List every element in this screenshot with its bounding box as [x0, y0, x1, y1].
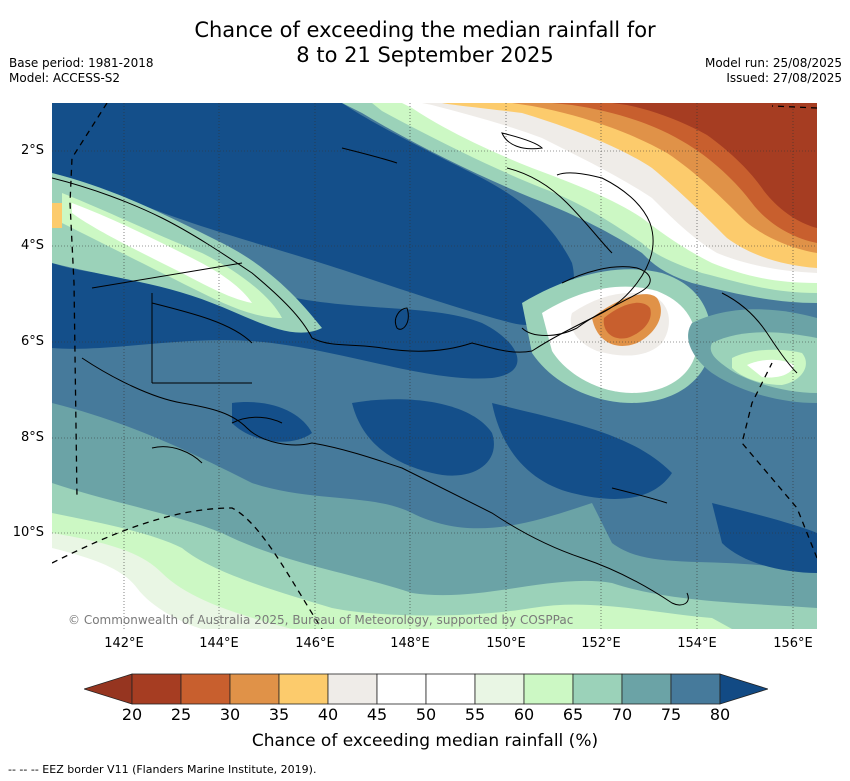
eez-east — [741, 362, 817, 559]
lon-label-146e: 146°E — [295, 636, 335, 651]
lat-label-10s: 10°S — [12, 525, 44, 540]
lon-label-150e: 150°E — [486, 636, 526, 651]
lon-label-154e: 154°E — [677, 636, 717, 651]
issued-date: Issued: 27/08/2025 — [726, 71, 842, 85]
lon-label-148e: 148°E — [390, 636, 430, 651]
colorbar-tick-60: 60 — [513, 705, 535, 724]
colorbar-under-arrow — [84, 673, 133, 705]
lon-label-144e: 144°E — [199, 636, 239, 651]
new-ireland — [506, 167, 613, 254]
meta-right: Model run: 25/08/2025 Issued: 27/08/2025 — [705, 56, 842, 86]
colorbar-cell-40-45 — [327, 673, 378, 705]
ring-red — [603, 302, 651, 339]
lon-label-142e: 142°E — [104, 636, 144, 651]
bougainville — [721, 292, 798, 374]
eez-north-east — [771, 105, 817, 109]
lat-label-8s: 8°S — [20, 430, 44, 445]
lon-label-156e: 156°E — [773, 636, 813, 651]
eez-borders — [52, 103, 817, 629]
eez-south-west — [52, 507, 323, 629]
rainfall-map — [52, 103, 817, 629]
meta-left: Base period: 1981-2018 Model: ACCESS-S2 — [9, 56, 154, 86]
colorbar — [84, 673, 768, 705]
colorbar-tick-25: 25 — [170, 705, 192, 724]
title-line-1: Chance of exceeding the median rainfall … — [194, 18, 656, 42]
colorbar-tick-40: 40 — [317, 705, 339, 724]
lat-label-4s: 4°S — [20, 238, 44, 253]
lat-label-2s: 2°S — [20, 143, 44, 158]
colorbar-tick-55: 55 — [464, 705, 486, 724]
model-run: Model run: 25/08/2025 — [704, 56, 842, 70]
colorbar-cells — [131, 673, 721, 705]
colorbar-cell-20-25 — [131, 673, 182, 705]
eez-legend: -- -- -- EEZ border V11 (Flanders Marine… — [8, 763, 317, 776]
colorbar-tick-80: 80 — [709, 705, 731, 724]
probability-field — [52, 103, 817, 629]
islands-southeast — [611, 487, 668, 504]
new-britain — [521, 266, 651, 336]
patch-dark-1 — [352, 399, 494, 476]
colorbar-cell-70-75 — [621, 673, 672, 705]
border-1 — [91, 262, 243, 289]
colorbar-cell-30-35 — [229, 673, 280, 705]
model-name: Model: ACCESS-S2 — [9, 71, 121, 85]
base-period: Base period: 1981-2018 — [9, 56, 154, 70]
border-4 — [151, 302, 253, 344]
copyright-text: © Commonwealth of Australia 2025, Bureau… — [68, 613, 574, 627]
colorbar-tick-65: 65 — [562, 705, 584, 724]
band-60 — [52, 513, 732, 629]
colorbar-tick-30: 30 — [219, 705, 241, 724]
north-dark-band — [52, 103, 574, 325]
map-canvas — [52, 103, 817, 629]
coastlines — [52, 132, 798, 606]
colorbar-tick-20: 20 — [121, 705, 143, 724]
colorbar-title: Chance of exceeding median rainfall (%) — [251, 731, 599, 751]
colorbar-cell-50-55 — [425, 673, 476, 705]
mainland-light-3 — [72, 203, 252, 303]
islands-south-1 — [231, 416, 283, 424]
new-hanover — [341, 147, 398, 164]
colorbar-tick-50: 50 — [415, 705, 437, 724]
eez-west — [69, 103, 108, 499]
island-manus — [501, 132, 544, 150]
map-title: Chance of exceeding the median rainfall … — [0, 18, 850, 68]
island-umboi — [394, 307, 409, 330]
band-50 — [52, 548, 202, 629]
colorbar-cell-25-30 — [180, 673, 231, 705]
lon-label-152e: 152°E — [581, 636, 621, 651]
lat-label-6s: 6°S — [20, 334, 44, 349]
colorbar-tick-35: 35 — [268, 705, 290, 724]
graticule — [52, 103, 817, 629]
north-red-band — [612, 103, 817, 228]
colorbar-cell-35-40 — [278, 673, 329, 705]
patch-dark-3 — [712, 503, 817, 573]
colorbar-tick-70: 70 — [611, 705, 633, 724]
colorbar-tick-75: 75 — [660, 705, 682, 724]
west-orange-spot — [52, 203, 62, 228]
east-patch-4 — [747, 359, 794, 378]
patch-dark-2 — [492, 403, 672, 499]
title-line-2: 8 to 21 September 2025 — [296, 43, 554, 67]
north-coast — [52, 172, 654, 353]
south-coast — [81, 357, 689, 606]
colorbar-cell-75-80 — [670, 673, 721, 705]
colorbar-tick-45: 45 — [366, 705, 388, 724]
islands-south-2 — [151, 446, 203, 464]
colorbar-cell-45-50 — [376, 673, 427, 705]
colorbar-cell-60-65 — [523, 673, 574, 705]
colorbar-cell-55-60 — [474, 673, 525, 705]
colorbar-over-arrow — [719, 673, 768, 705]
colorbar-cell-65-70 — [572, 673, 623, 705]
